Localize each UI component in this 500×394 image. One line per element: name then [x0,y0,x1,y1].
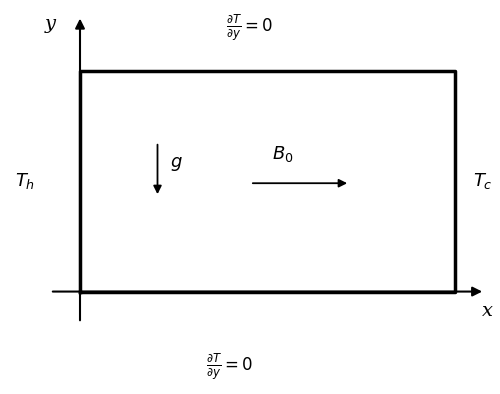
Text: $T_c$: $T_c$ [472,171,492,191]
Text: $\frac{\partial T}{\partial y} = 0$: $\frac{\partial T}{\partial y} = 0$ [206,351,254,382]
Text: $\frac{\partial T}{\partial y} = 0$: $\frac{\partial T}{\partial y} = 0$ [226,12,274,43]
Text: $B_0$: $B_0$ [272,143,293,164]
Text: $T_h$: $T_h$ [15,171,35,191]
Text: y: y [44,15,56,33]
Text: x: x [482,302,493,320]
Text: $g$: $g$ [170,154,182,173]
